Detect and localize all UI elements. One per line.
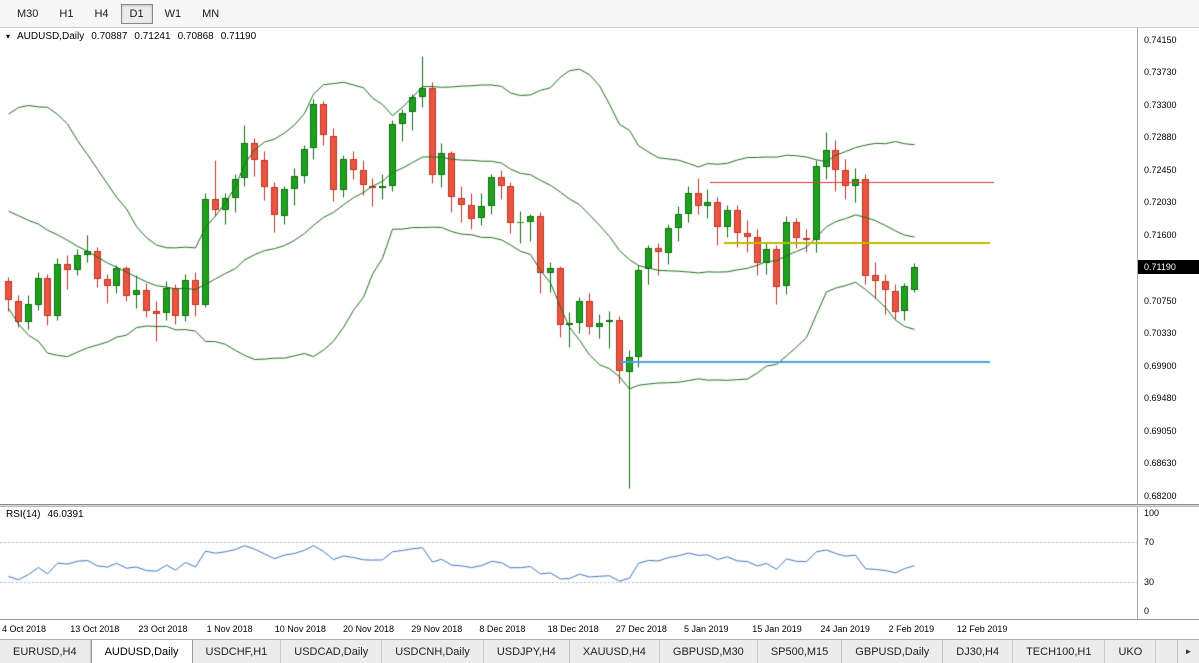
price-axis-tick: 0.74150 [1144, 35, 1177, 45]
time-axis[interactable]: 4 Oct 2018 13 Oct 2018 23 Oct 2018 1 Nov 20… [0, 619, 1199, 639]
timeframe-button-w1[interactable]: W1 [156, 4, 191, 24]
price-axis-tick: 0.69480 [1144, 392, 1177, 403]
rsi-axis-tick: 0 [1144, 606, 1150, 616]
timeframe-button-d1[interactable]: D1 [120, 3, 153, 24]
price-axis[interactable]: 0.71190 0.74150 0.73730 0.73300 0.72880 0.72… [1137, 28, 1199, 504]
rsi-indicator-label: RSI(14) 46.0391 [6, 509, 84, 520]
panel-divider[interactable] [0, 504, 1199, 507]
time-axis-label: 4 Oct 2018 [2, 624, 47, 634]
chart-tab-usdchf-h1[interactable]: USDCHF,H1 [192, 640, 282, 663]
time-axis-label: 10 Nov 2018 [274, 624, 326, 634]
time-axis-label: 29 Nov 2018 [411, 624, 463, 634]
chart-tab-xauusd-h4[interactable]: XAUUSD,H4 [569, 640, 660, 663]
price-axis-tick: 0.68630 [1144, 458, 1177, 469]
rsi-panel: RSI(14) 46.0391 100 70 30 0 [0, 507, 1199, 619]
price-axis-tick: 0.73300 [1144, 100, 1177, 111]
rsi-axis-tick: 70 [1144, 537, 1155, 548]
price-axis-tick: 0.72880 [1144, 132, 1177, 143]
timeframe-button-h1[interactable]: H1 [50, 4, 82, 24]
scroll-right-icon: ► [1184, 647, 1193, 656]
timeframe-button-mn[interactable]: MN [193, 4, 228, 24]
chart-tab-bar: EURUSD,H4 AUDUSD,Daily USDCHF,H1 USDCAD,Dai… [0, 639, 1199, 663]
price-axis-tick: 0.68200 [1144, 491, 1177, 501]
ohlc-low: 0.70868 [177, 31, 214, 42]
chart-window: ▾ AUDUSD,Daily 0.70887 0.71241 0.70868 0… [0, 28, 1199, 504]
rsi-value: 46.0391 [47, 509, 84, 520]
rsi-name: RSI(14) [6, 509, 41, 520]
chart-tab-eurusd-h4[interactable]: EURUSD,H4 [0, 640, 91, 663]
chart-tab-usdcnh-daily[interactable]: USDCNH,Daily [382, 640, 484, 663]
chart-tab-tech100-h1[interactable]: TECH100,H1 [1013, 640, 1106, 663]
one-click-trading-arrow-icon[interactable]: ▾ [6, 31, 11, 41]
time-axis-label: 1 Nov 2018 [206, 624, 253, 634]
current-price-badge: 0.71190 [1138, 259, 1199, 274]
time-axis-label: 23 Oct 2018 [138, 624, 188, 634]
price-axis-tick: 0.71600 [1144, 230, 1177, 241]
rsi-chart-canvas[interactable] [0, 507, 1137, 619]
ohlc-high: 0.71241 [134, 31, 171, 42]
time-axis-label: 8 Dec 2018 [479, 624, 526, 634]
price-axis-tick: 0.73730 [1144, 67, 1177, 78]
time-axis-label: 2 Feb 2019 [888, 624, 935, 634]
rsi-axis-tick: 100 [1144, 508, 1160, 518]
timeframe-button-h4[interactable]: H4 [85, 4, 117, 24]
time-axis-label: 12 Feb 2019 [956, 624, 1008, 634]
time-axis-label: 15 Jan 2019 [752, 624, 802, 634]
chart-tab-usdjpy-h4[interactable]: USDJPY,H4 [483, 640, 570, 663]
rsi-axis[interactable]: 100 70 30 0 [1137, 507, 1199, 619]
chart-tab-uko[interactable]: UKO [1105, 640, 1157, 663]
time-axis-label: 24 Jan 2019 [820, 624, 870, 634]
chart-tab-usdcad-daily[interactable]: USDCAD,Daily [281, 640, 383, 663]
chart-tab-dj30-h4[interactable]: DJ30,H4 [943, 640, 1014, 663]
ohlc-readout: ▾ AUDUSD,Daily 0.70887 0.71241 0.70868 0… [6, 31, 256, 42]
rsi-axis-tick: 30 [1144, 576, 1155, 587]
time-axis-label: 18 Dec 2018 [547, 624, 599, 634]
ohlc-close: 0.71190 [220, 31, 257, 42]
timeframe-toolbar: M30 H1 H4 D1 W1 MN [0, 0, 1199, 28]
price-axis-tick: 0.69050 [1144, 425, 1177, 436]
price-axis-tick: 0.72030 [1144, 197, 1177, 208]
chart-tab-audusd-daily[interactable]: AUDUSD,Daily [90, 640, 193, 663]
time-axis-label: 27 Dec 2018 [615, 624, 667, 634]
chart-tab-gbpusd-m30[interactable]: GBPUSD,M30 [659, 640, 758, 663]
price-axis-tick: 0.69900 [1144, 360, 1177, 371]
price-axis-tick: 0.72450 [1144, 165, 1177, 176]
time-axis-label: 13 Oct 2018 [70, 624, 120, 634]
ohlc-open: 0.70887 [91, 31, 128, 42]
time-axis-label: 20 Nov 2018 [343, 624, 395, 634]
chart-tab-sp500-m15[interactable]: SP500,M15 [757, 640, 843, 663]
chart-tab-gbpusd-daily[interactable]: GBPUSD,Daily [842, 640, 944, 663]
tab-scroll-right-button[interactable]: ► [1177, 640, 1199, 663]
time-axis-label: 5 Jan 2019 [684, 624, 729, 634]
price-axis-tick: 0.70750 [1144, 295, 1177, 306]
chart-symbol-period: AUDUSD,Daily [17, 31, 85, 42]
price-axis-tick: 0.70330 [1144, 327, 1177, 338]
price-chart-canvas[interactable] [0, 28, 1137, 504]
timeframe-button-m30[interactable]: M30 [8, 4, 47, 24]
